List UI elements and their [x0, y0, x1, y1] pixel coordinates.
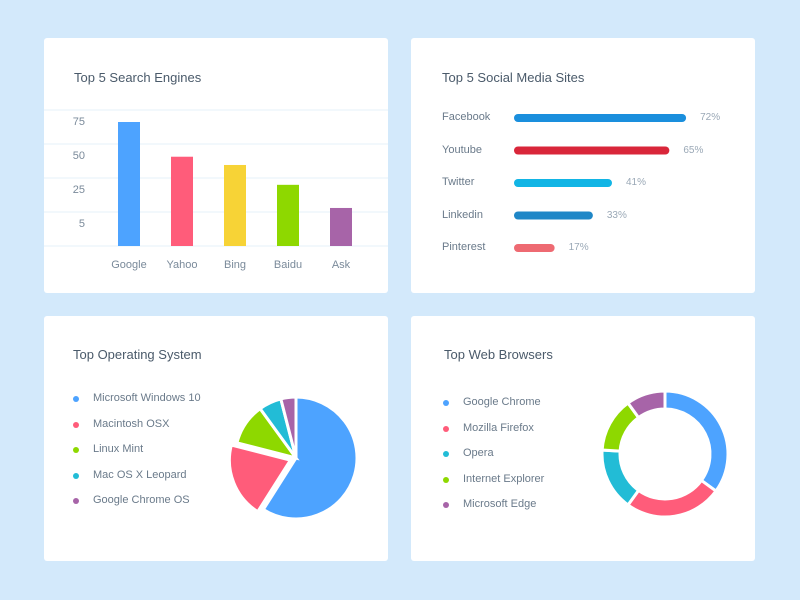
legend-label: Macintosh OSX: [93, 417, 170, 430]
x-tick-label: Google: [111, 259, 147, 271]
value-label: 33%: [606, 209, 627, 221]
x-tick-label: Bing: [223, 259, 247, 271]
bar-ask: [330, 207, 352, 246]
legend-label: Opera: [463, 447, 494, 459]
chart-title: Top Web Browsers: [444, 347, 553, 362]
legend-dot: [73, 421, 79, 428]
x-tick-label: Yahoo: [166, 259, 198, 271]
legend-dot: [73, 498, 79, 504]
bar-yahoo: [171, 156, 193, 246]
legend-dot: [443, 400, 449, 406]
legend-dot: [443, 476, 449, 483]
browsers-card: [411, 316, 755, 561]
chart-title: Top 5 Search Engines: [74, 70, 202, 85]
category-label: Pinterest: [442, 241, 486, 253]
category-label: Linkedin: [442, 208, 483, 221]
legend-dot: [443, 502, 449, 508]
legend-label: Mac OS X Leopard: [93, 468, 187, 481]
chart-title: Top Operating System: [73, 347, 202, 362]
bar-google: [118, 122, 140, 246]
y-tick-label: 5: [78, 218, 85, 230]
chart-title: Top 5 Social Media Sites: [442, 70, 585, 85]
legend-dot: [73, 472, 79, 479]
value-label: 72%: [700, 112, 721, 123]
legend-dot: [443, 451, 449, 457]
slice-mozilla-firefox: [625, 478, 719, 519]
slice-macintosh-osx: [227, 443, 293, 514]
x-tick-label: Ask: [331, 259, 351, 271]
value-label: 65%: [683, 144, 704, 156]
slice-microsoft-windows-10: [261, 395, 359, 521]
y-tick-label: 25: [72, 184, 85, 196]
slice-google-chrome-os: [279, 395, 298, 459]
legend-label: Microsoft Edge: [463, 498, 537, 510]
category-label: Youtube: [442, 143, 482, 156]
legend-dot: [73, 447, 79, 453]
value-label: 41%: [625, 177, 646, 188]
legend-label: Linux Mint: [93, 443, 144, 455]
category-label: Facebook: [442, 111, 491, 123]
legend-dot: [73, 396, 79, 402]
legend-dot: [443, 425, 449, 432]
legend-label: Google Chrome OS: [93, 494, 190, 506]
legend-label: Google Chrome: [463, 396, 541, 408]
category-label: Twitter: [442, 176, 475, 188]
bar-baidu: [277, 184, 299, 246]
legend-label: Microsoft Windows 10: [93, 392, 201, 404]
slice-google-chrome: [663, 389, 730, 494]
value-label: 17%: [568, 242, 589, 253]
slice-opera: [600, 448, 641, 508]
legend-label: Mozilla Firefox: [463, 421, 534, 434]
legend-label: Internet Explorer: [463, 472, 545, 485]
social-media-card: [411, 38, 755, 293]
y-tick-label: 50: [72, 150, 85, 162]
search-engines-card: [44, 38, 388, 293]
slice-microsoft-edge: [625, 389, 667, 420]
x-tick-label: Baidu: [273, 259, 303, 271]
y-tick-label: 75: [72, 116, 85, 128]
bar-bing: [224, 164, 246, 246]
